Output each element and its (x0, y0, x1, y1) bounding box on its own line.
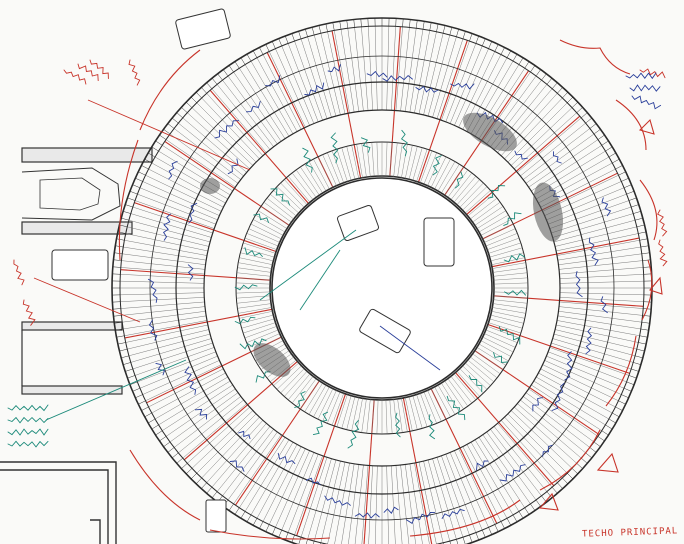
central-opening (272, 178, 492, 398)
